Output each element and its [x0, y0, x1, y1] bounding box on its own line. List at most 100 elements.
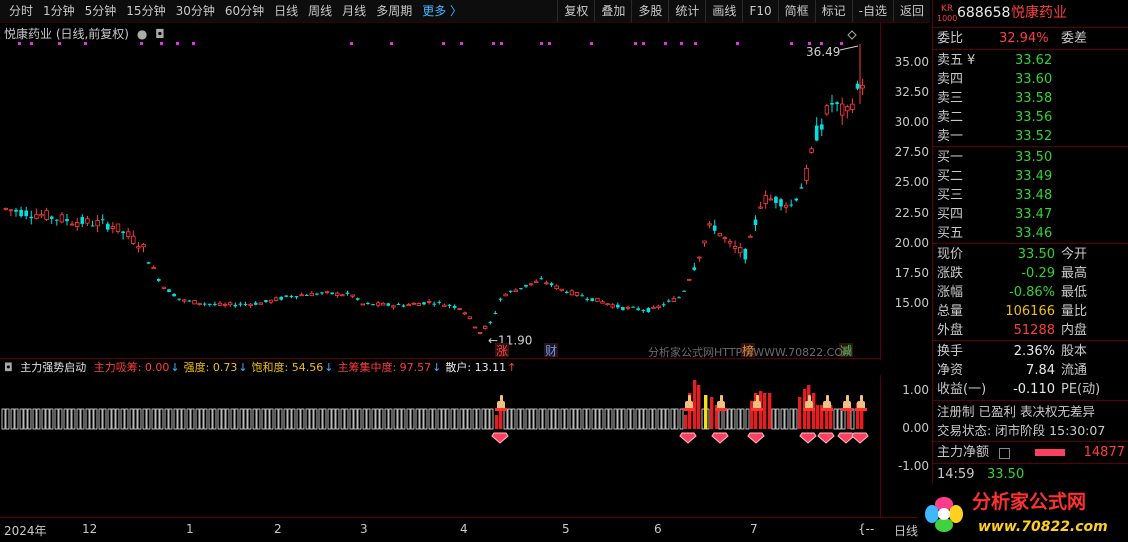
candle: [743, 248, 748, 264]
indicator-bar: [432, 408, 437, 430]
signal-dot: [84, 42, 87, 45]
fuquan-button[interactable]: 复权: [557, 0, 594, 22]
indicator-bar: [542, 408, 547, 430]
indicator-bar: [115, 408, 120, 430]
candle: [95, 214, 100, 233]
quote-row-sublabel: 量比: [1061, 304, 1088, 319]
overlay-button[interactable]: 叠加: [594, 0, 631, 22]
tab-1min[interactable]: 1分钟: [43, 4, 75, 18]
price-tick-label: 30.00: [894, 115, 929, 130]
indicator-bar: [437, 408, 442, 430]
event-marker[interactable]: 榜: [741, 343, 755, 358]
candle: [462, 311, 467, 316]
tab-fenshi[interactable]: 分时: [9, 4, 34, 18]
candle: [569, 289, 575, 296]
tab-monthly[interactable]: 月线: [342, 4, 367, 18]
indicator-bar: [212, 408, 217, 430]
candlestick-chart[interactable]: 36.49 ←11.90涨 财 榜 减分析家公式网HTTP://WWW.70822.CO…: [0, 22, 880, 360]
watchlist-button[interactable]: -自选: [851, 0, 893, 22]
indicator-bar: [841, 408, 846, 430]
tab-60min[interactable]: 60分钟: [224, 4, 265, 18]
candle: [467, 316, 473, 320]
event-marker[interactable]: 减: [839, 343, 853, 358]
scroll-handle[interactable]: {--: [858, 522, 875, 536]
signal-dot: [30, 42, 33, 45]
f10-button[interactable]: F10: [742, 0, 777, 22]
multi-stock-button[interactable]: 多股: [631, 0, 668, 22]
candle: [641, 309, 646, 313]
weibi-label: 委比: [937, 31, 964, 46]
indicator-bar: [423, 408, 428, 430]
indicator-bar: [164, 408, 169, 430]
candle: [687, 278, 692, 281]
quote-row-label: 现价: [937, 247, 964, 262]
candle: [519, 288, 523, 290]
date-axis: 2024年 12 1 2 3 4 5 6 7 {-- 日线: [0, 517, 932, 542]
tab-15min[interactable]: 15分钟: [126, 4, 166, 18]
indicator-bar: [287, 408, 292, 430]
candle: [621, 306, 625, 311]
candle: [248, 303, 253, 309]
simple-frame-button[interactable]: 简框: [777, 0, 815, 22]
quote-row-value: 33.50: [1017, 247, 1055, 262]
stats-button[interactable]: 统计: [668, 0, 705, 22]
signal-dot: [808, 42, 811, 45]
indicator-chart[interactable]: [0, 375, 880, 517]
list-icon[interactable]: [999, 448, 1010, 459]
indicator-arrow-icon: ↑: [507, 361, 517, 374]
back-button[interactable]: 返回: [892, 0, 930, 22]
indicator-bar: [36, 408, 41, 430]
settings-dot-icon[interactable]: ●: [136, 27, 148, 41]
indicator-arrow-icon: ↓: [432, 361, 442, 374]
indicator-bar: [159, 408, 164, 430]
candle: [136, 241, 141, 253]
candle: [722, 236, 728, 243]
indicator-bar: [410, 408, 415, 430]
candle: [477, 332, 483, 335]
candle: [758, 201, 763, 210]
event-marker[interactable]: 财: [544, 343, 558, 358]
tab-weekly[interactable]: 周线: [308, 4, 333, 18]
draw-line-button[interactable]: 画线: [705, 0, 742, 22]
indicator-bar: [731, 408, 736, 430]
signal-dot: [820, 42, 823, 45]
indicator-arrow-icon: ↓: [170, 361, 180, 374]
candle: [80, 214, 85, 228]
indicator-arrow-icon: ↓: [324, 361, 334, 374]
indicator-bar-red: [495, 415, 499, 429]
tab-multi-period[interactable]: 多周期: [376, 4, 413, 18]
candle: [222, 302, 228, 308]
candle: [75, 218, 80, 231]
indicator-bar: [331, 408, 336, 430]
candle: [799, 183, 804, 189]
candle: [692, 262, 697, 272]
candle: [106, 221, 110, 232]
diamond-icon[interactable]: [847, 30, 857, 40]
indicator-bar: [577, 408, 582, 430]
candle: [227, 301, 233, 307]
indicator-bar: [771, 408, 776, 430]
candle: [493, 310, 498, 315]
indicator-bar: [217, 408, 222, 430]
price-tick-label: 22.50: [894, 205, 929, 220]
candle: [238, 301, 243, 307]
indicator-bar: [340, 408, 345, 430]
event-marker[interactable]: 涨: [495, 343, 509, 358]
tab-daily[interactable]: 日线: [274, 4, 299, 18]
quote-row-sublabel: 最高: [1061, 266, 1088, 281]
indicator-name[interactable]: 主力强势启动: [20, 361, 87, 374]
tab-30min[interactable]: 30分钟: [175, 4, 215, 18]
price-tick-label: 17.50: [894, 265, 929, 280]
collapse-icon[interactable]: ◘: [155, 27, 165, 41]
indicator-bar-red: [763, 393, 767, 429]
mark-button[interactable]: 标记: [814, 0, 852, 22]
tab-5min[interactable]: 5分钟: [84, 4, 117, 18]
period-label[interactable]: 日线: [894, 524, 919, 538]
ask-row-label: 卖五: [937, 53, 964, 68]
more-button[interactable]: 更多 〉: [422, 4, 463, 18]
quote-row-value: 106166: [1005, 304, 1055, 319]
candle: [213, 301, 217, 307]
hand-icon: [715, 395, 727, 411]
indicator-bar: [626, 408, 631, 430]
indicator-icon[interactable]: ◘: [4, 361, 13, 374]
